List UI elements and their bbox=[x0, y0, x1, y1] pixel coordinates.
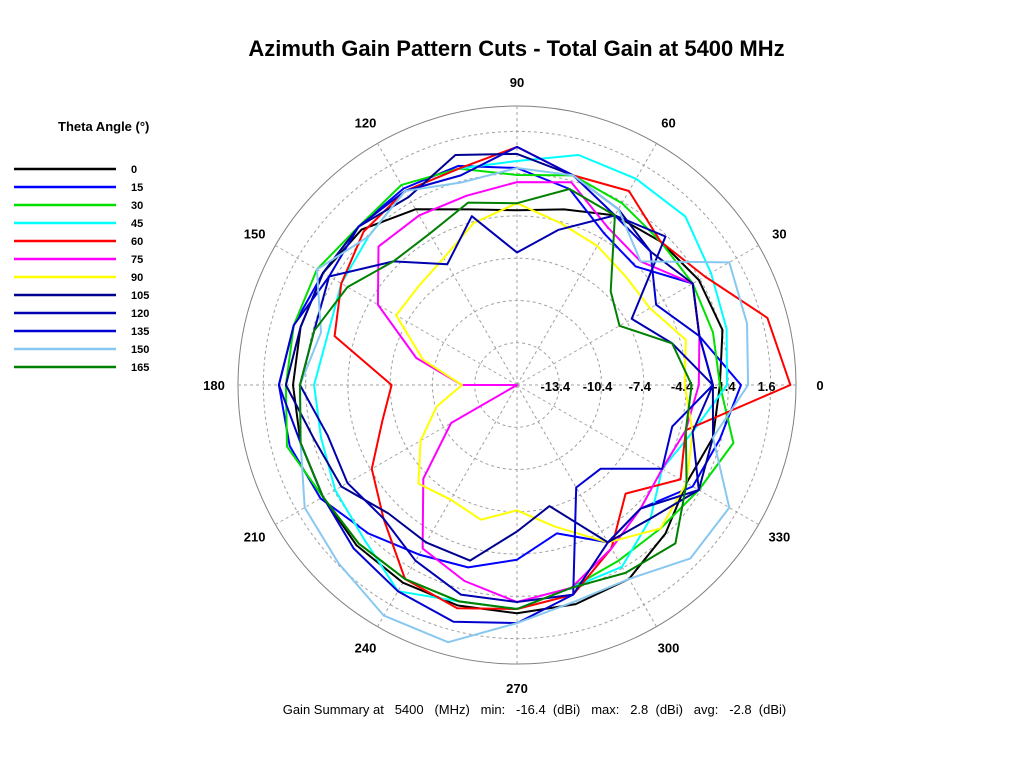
series-line-theta-165 bbox=[299, 188, 693, 610]
angle-label: 30 bbox=[772, 227, 786, 242]
series-line-theta-120 bbox=[299, 214, 714, 603]
legend-label: 45 bbox=[131, 218, 143, 230]
legend-label: 90 bbox=[131, 272, 143, 284]
legend-label: 150 bbox=[131, 344, 149, 356]
legend-label: 165 bbox=[131, 362, 149, 374]
legend-label: 30 bbox=[131, 200, 143, 212]
polar-grid-spoke bbox=[516, 384, 759, 525]
legend-title: Theta Angle (°) bbox=[58, 119, 150, 134]
radial-tick-label: -4.4 bbox=[671, 379, 694, 394]
radial-tick-label: -13.4 bbox=[540, 379, 570, 394]
series-line-theta-45 bbox=[313, 154, 728, 610]
legend-label: 75 bbox=[131, 254, 143, 266]
polar-grid-spoke bbox=[516, 245, 759, 386]
legend-label: 15 bbox=[131, 182, 143, 194]
angle-label: 0 bbox=[816, 378, 823, 393]
legend-label: 120 bbox=[131, 308, 149, 320]
radial-tick-label: 1.6 bbox=[758, 379, 776, 394]
legend-label: 60 bbox=[131, 236, 143, 248]
angle-label: 330 bbox=[769, 530, 791, 545]
legend-label: 105 bbox=[131, 290, 149, 302]
angle-label: 150 bbox=[244, 227, 266, 242]
series-line-theta-60 bbox=[333, 145, 792, 610]
chart-title: Azimuth Gain Pattern Cuts - Total Gain a… bbox=[248, 36, 785, 61]
angle-label: 90 bbox=[510, 75, 524, 90]
angle-label: 210 bbox=[244, 530, 266, 545]
polar-grid-spoke bbox=[377, 384, 518, 627]
angle-label: 60 bbox=[661, 116, 675, 131]
angle-label: 240 bbox=[355, 640, 377, 655]
polar-grid-spoke bbox=[516, 143, 657, 386]
polar-grid-spoke bbox=[275, 384, 518, 525]
radial-tick-label: -10.4 bbox=[583, 379, 613, 394]
angle-label: 300 bbox=[658, 640, 680, 655]
series-line-theta-75 bbox=[376, 181, 701, 603]
angle-label: 270 bbox=[506, 681, 528, 696]
legend-label: 0 bbox=[131, 164, 137, 176]
polar-grid-spoke bbox=[516, 384, 657, 627]
gain-summary: Gain Summary at 5400 (MHz) min: -16.4 (d… bbox=[282, 702, 787, 717]
legend-label: 135 bbox=[131, 326, 149, 338]
radial-tick-label: -7.4 bbox=[629, 379, 652, 394]
angle-label: 120 bbox=[355, 116, 377, 131]
angle-label: 180 bbox=[203, 378, 225, 393]
